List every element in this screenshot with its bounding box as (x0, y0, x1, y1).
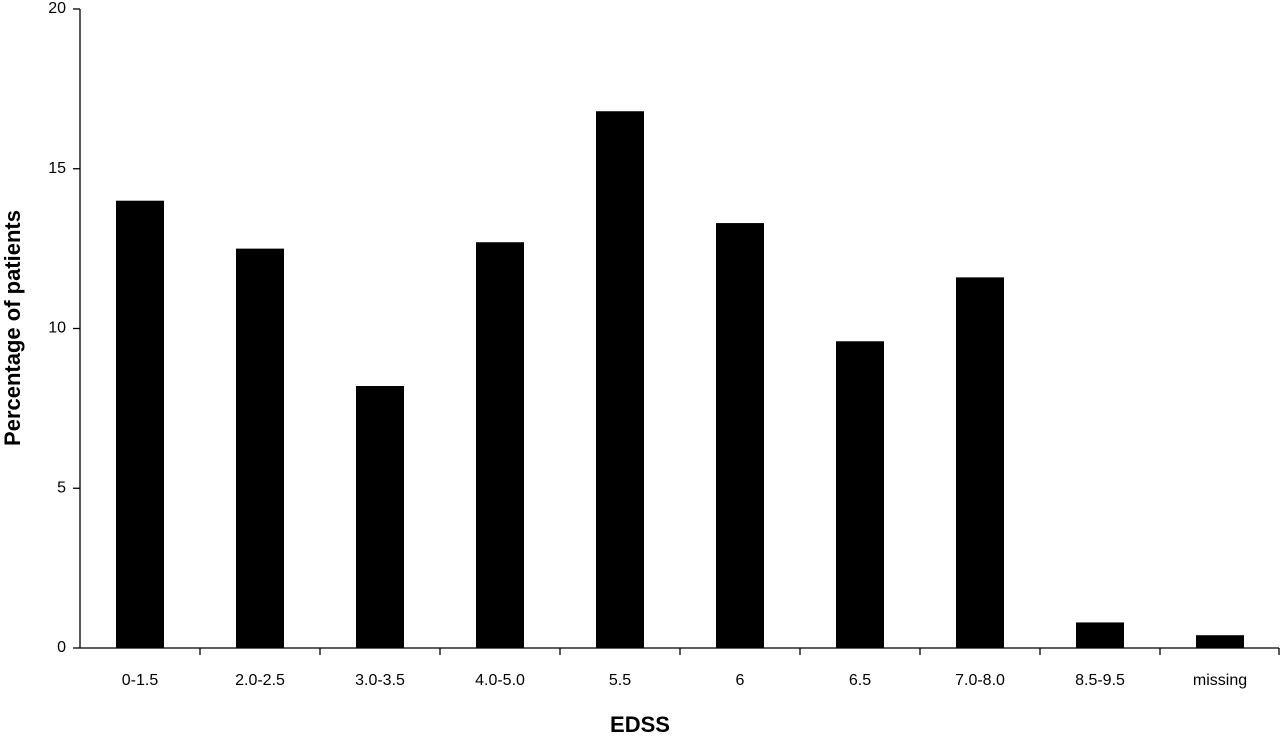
x-tick-label: missing (1193, 672, 1247, 689)
x-tick-label: 5.5 (609, 672, 631, 689)
bar (836, 341, 884, 648)
y-tick-label: 10 (48, 320, 66, 337)
bar (956, 277, 1004, 648)
y-tick-label: 0 (57, 639, 66, 656)
x-tick-label: 4.0-5.0 (475, 672, 525, 689)
x-tick-label: 6 (736, 672, 745, 689)
bar (476, 242, 524, 649)
x-tick-label: 8.5-9.5 (1075, 672, 1125, 689)
bar (1196, 635, 1244, 648)
y-tick-label: 15 (48, 160, 66, 177)
bar (356, 386, 404, 648)
bar (596, 111, 644, 649)
x-tick-label: 0-1.5 (122, 672, 159, 689)
bar (1076, 622, 1124, 648)
x-tick-label: 6.5 (849, 672, 871, 689)
x-tick-label: 2.0-2.5 (235, 672, 285, 689)
bar (716, 223, 764, 648)
x-tick-label: 7.0-8.0 (955, 672, 1005, 689)
y-tick-label: 20 (48, 0, 66, 17)
y-axis-title: Percentage of patients (0, 210, 25, 446)
x-tick-label: 3.0-3.5 (355, 672, 405, 689)
bar (116, 200, 164, 648)
y-tick-label: 5 (57, 479, 66, 496)
bar (236, 248, 284, 648)
x-axis-title: EDSS (610, 712, 670, 737)
